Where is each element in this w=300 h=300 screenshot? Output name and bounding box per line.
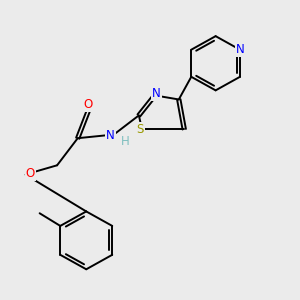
Text: N: N bbox=[236, 43, 244, 56]
Text: S: S bbox=[136, 123, 144, 136]
Text: O: O bbox=[26, 167, 35, 180]
Text: H: H bbox=[121, 135, 129, 148]
Text: N: N bbox=[106, 129, 115, 142]
Text: N: N bbox=[152, 87, 161, 100]
Text: O: O bbox=[84, 98, 93, 111]
